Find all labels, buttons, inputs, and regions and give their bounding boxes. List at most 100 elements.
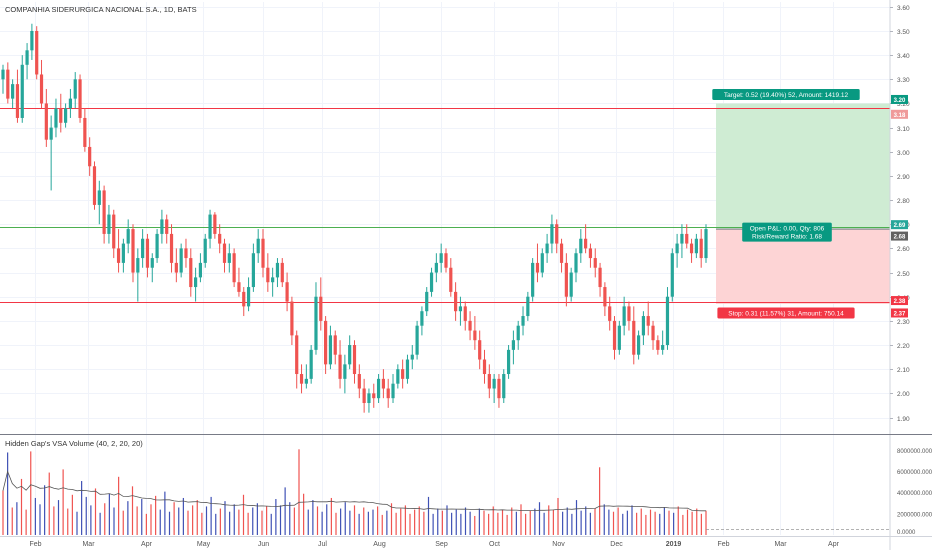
candle-body xyxy=(699,238,703,259)
candle-body xyxy=(670,253,674,297)
candle-body xyxy=(396,369,400,384)
candle xyxy=(420,306,424,336)
price-marker-bg xyxy=(891,109,908,119)
candle-body xyxy=(63,108,68,123)
candle-body xyxy=(478,340,482,360)
candle xyxy=(545,233,549,263)
price-marker-bg xyxy=(891,308,908,318)
candle-body xyxy=(227,253,231,263)
candle-body xyxy=(261,238,265,268)
volume-tick-label: 4000000.0000 xyxy=(897,491,932,497)
candle-body xyxy=(30,30,34,51)
candle xyxy=(251,243,255,292)
candle xyxy=(338,340,342,389)
price-marker-bg xyxy=(891,231,908,241)
candle-body xyxy=(271,277,275,283)
candle xyxy=(189,248,193,297)
candle xyxy=(107,204,111,244)
candle xyxy=(169,224,174,273)
candle-body xyxy=(410,354,414,360)
candle-body xyxy=(222,243,227,263)
price-marker: 2.68 xyxy=(891,231,908,241)
candle xyxy=(208,209,212,249)
price-tick-label: 2.80 xyxy=(897,198,910,205)
candle-body xyxy=(121,243,125,263)
candle xyxy=(179,243,183,278)
candle-body xyxy=(468,320,472,331)
candle-body xyxy=(559,243,564,263)
candle xyxy=(155,229,159,263)
candle xyxy=(237,267,241,297)
price-tick-label: 2.20 xyxy=(897,343,910,350)
candle-body xyxy=(285,282,289,302)
time-tick-label: Mar xyxy=(774,541,787,548)
candle xyxy=(584,224,588,254)
candle xyxy=(352,340,357,384)
price-tick-label: 3.40 xyxy=(897,53,910,60)
target-label[interactable]: Target: 0.52 (19.40%) 52, Amount: 1419.1… xyxy=(712,88,860,100)
candle xyxy=(434,253,438,283)
candle-body xyxy=(15,84,20,118)
time-tick-label: Aug xyxy=(373,541,386,548)
candle xyxy=(141,229,145,268)
candle xyxy=(564,253,568,307)
position-summary-label-bg xyxy=(742,222,832,242)
price-marker: 2.69 xyxy=(891,220,908,230)
candle-body xyxy=(107,214,111,234)
candle xyxy=(44,88,48,147)
candle xyxy=(285,272,289,312)
target-zone[interactable] xyxy=(716,103,890,230)
candle xyxy=(194,267,198,302)
candle xyxy=(550,214,554,254)
candle xyxy=(617,320,621,355)
candle xyxy=(102,185,106,244)
candle-body xyxy=(299,374,304,384)
candle xyxy=(497,374,501,408)
position-zones xyxy=(716,103,890,304)
candle xyxy=(348,335,352,370)
candle xyxy=(275,258,280,288)
price-marker: 2.37 xyxy=(891,308,908,318)
candle-body xyxy=(598,267,602,288)
candle xyxy=(213,212,217,239)
candle-body xyxy=(232,253,236,283)
candle xyxy=(160,209,164,244)
stop-label[interactable]: Stop: 0.31 (11.57%) 31, Amount: 750.14 xyxy=(717,307,855,319)
price-tick-label: 2.00 xyxy=(897,391,910,398)
candle xyxy=(372,383,376,408)
candle-body xyxy=(141,238,145,259)
candle xyxy=(425,287,429,317)
candle xyxy=(198,253,203,283)
candle-body xyxy=(381,378,385,389)
candle xyxy=(20,55,24,123)
candle-body xyxy=(627,306,631,321)
candle xyxy=(218,224,222,254)
candle xyxy=(35,26,39,80)
candle-body xyxy=(405,359,410,379)
candle xyxy=(11,79,15,109)
candle-body xyxy=(280,262,284,283)
candle xyxy=(39,59,44,109)
candle-body xyxy=(511,340,515,350)
candle xyxy=(319,277,323,331)
candle-body xyxy=(487,374,491,389)
candle xyxy=(261,229,265,278)
candle-body xyxy=(314,296,318,350)
candle xyxy=(126,219,130,254)
candle xyxy=(145,233,150,278)
candle xyxy=(290,296,294,346)
candle xyxy=(685,224,689,249)
candle-body xyxy=(343,364,347,379)
candle-body xyxy=(502,374,506,399)
candle xyxy=(444,248,448,273)
candle-body xyxy=(198,262,203,278)
candle-body xyxy=(497,378,501,399)
candle xyxy=(15,69,20,123)
candle-body xyxy=(689,243,694,254)
candle xyxy=(304,364,308,389)
candle xyxy=(689,238,694,263)
candle xyxy=(627,301,631,331)
